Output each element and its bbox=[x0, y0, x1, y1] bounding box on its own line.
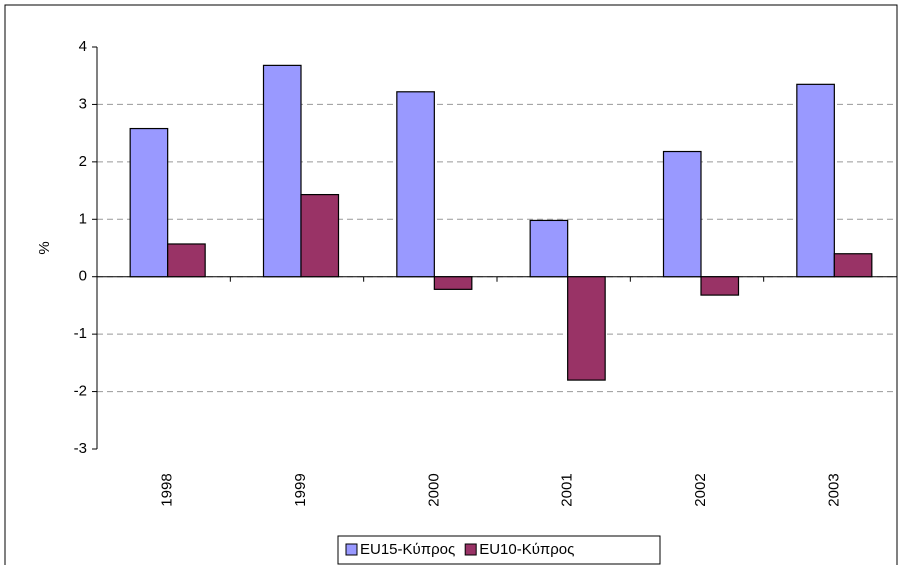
bar bbox=[300, 193, 340, 278]
y-tick-label: -3 bbox=[74, 440, 87, 457]
bar bbox=[833, 253, 873, 278]
y-tick-label: 0 bbox=[79, 268, 87, 285]
bar bbox=[700, 276, 740, 296]
y-tick-label: 2 bbox=[79, 153, 87, 170]
x-tick-label: 1999 bbox=[292, 473, 309, 506]
bar bbox=[262, 64, 302, 278]
bar bbox=[796, 83, 835, 278]
legend-label: EU10-Κύπρος bbox=[479, 541, 574, 558]
legend-label: EU15-Κύπρος bbox=[360, 541, 455, 558]
x-tick-label: 2001 bbox=[559, 473, 576, 506]
x-tick-label: 1998 bbox=[159, 473, 176, 506]
bar bbox=[567, 276, 606, 381]
bar bbox=[433, 276, 473, 290]
y-tick-label: 1 bbox=[79, 210, 87, 227]
x-tick-label: 2000 bbox=[425, 473, 442, 506]
legend-swatch bbox=[345, 543, 358, 556]
y-tick-label: -1 bbox=[74, 325, 87, 342]
y-tick-label: -2 bbox=[74, 383, 87, 400]
x-tick-label: 2002 bbox=[692, 473, 709, 506]
bar bbox=[167, 243, 206, 278]
legend-box bbox=[337, 535, 661, 565]
bar bbox=[396, 91, 435, 278]
legend-swatch bbox=[464, 543, 477, 556]
y-tick-label: 3 bbox=[79, 95, 87, 112]
bar bbox=[529, 219, 569, 278]
y-axis-label: % bbox=[36, 241, 53, 254]
bar bbox=[662, 150, 702, 278]
y-tick-label: 4 bbox=[79, 38, 87, 55]
bar bbox=[129, 127, 169, 278]
x-tick-label: 2003 bbox=[825, 473, 842, 506]
